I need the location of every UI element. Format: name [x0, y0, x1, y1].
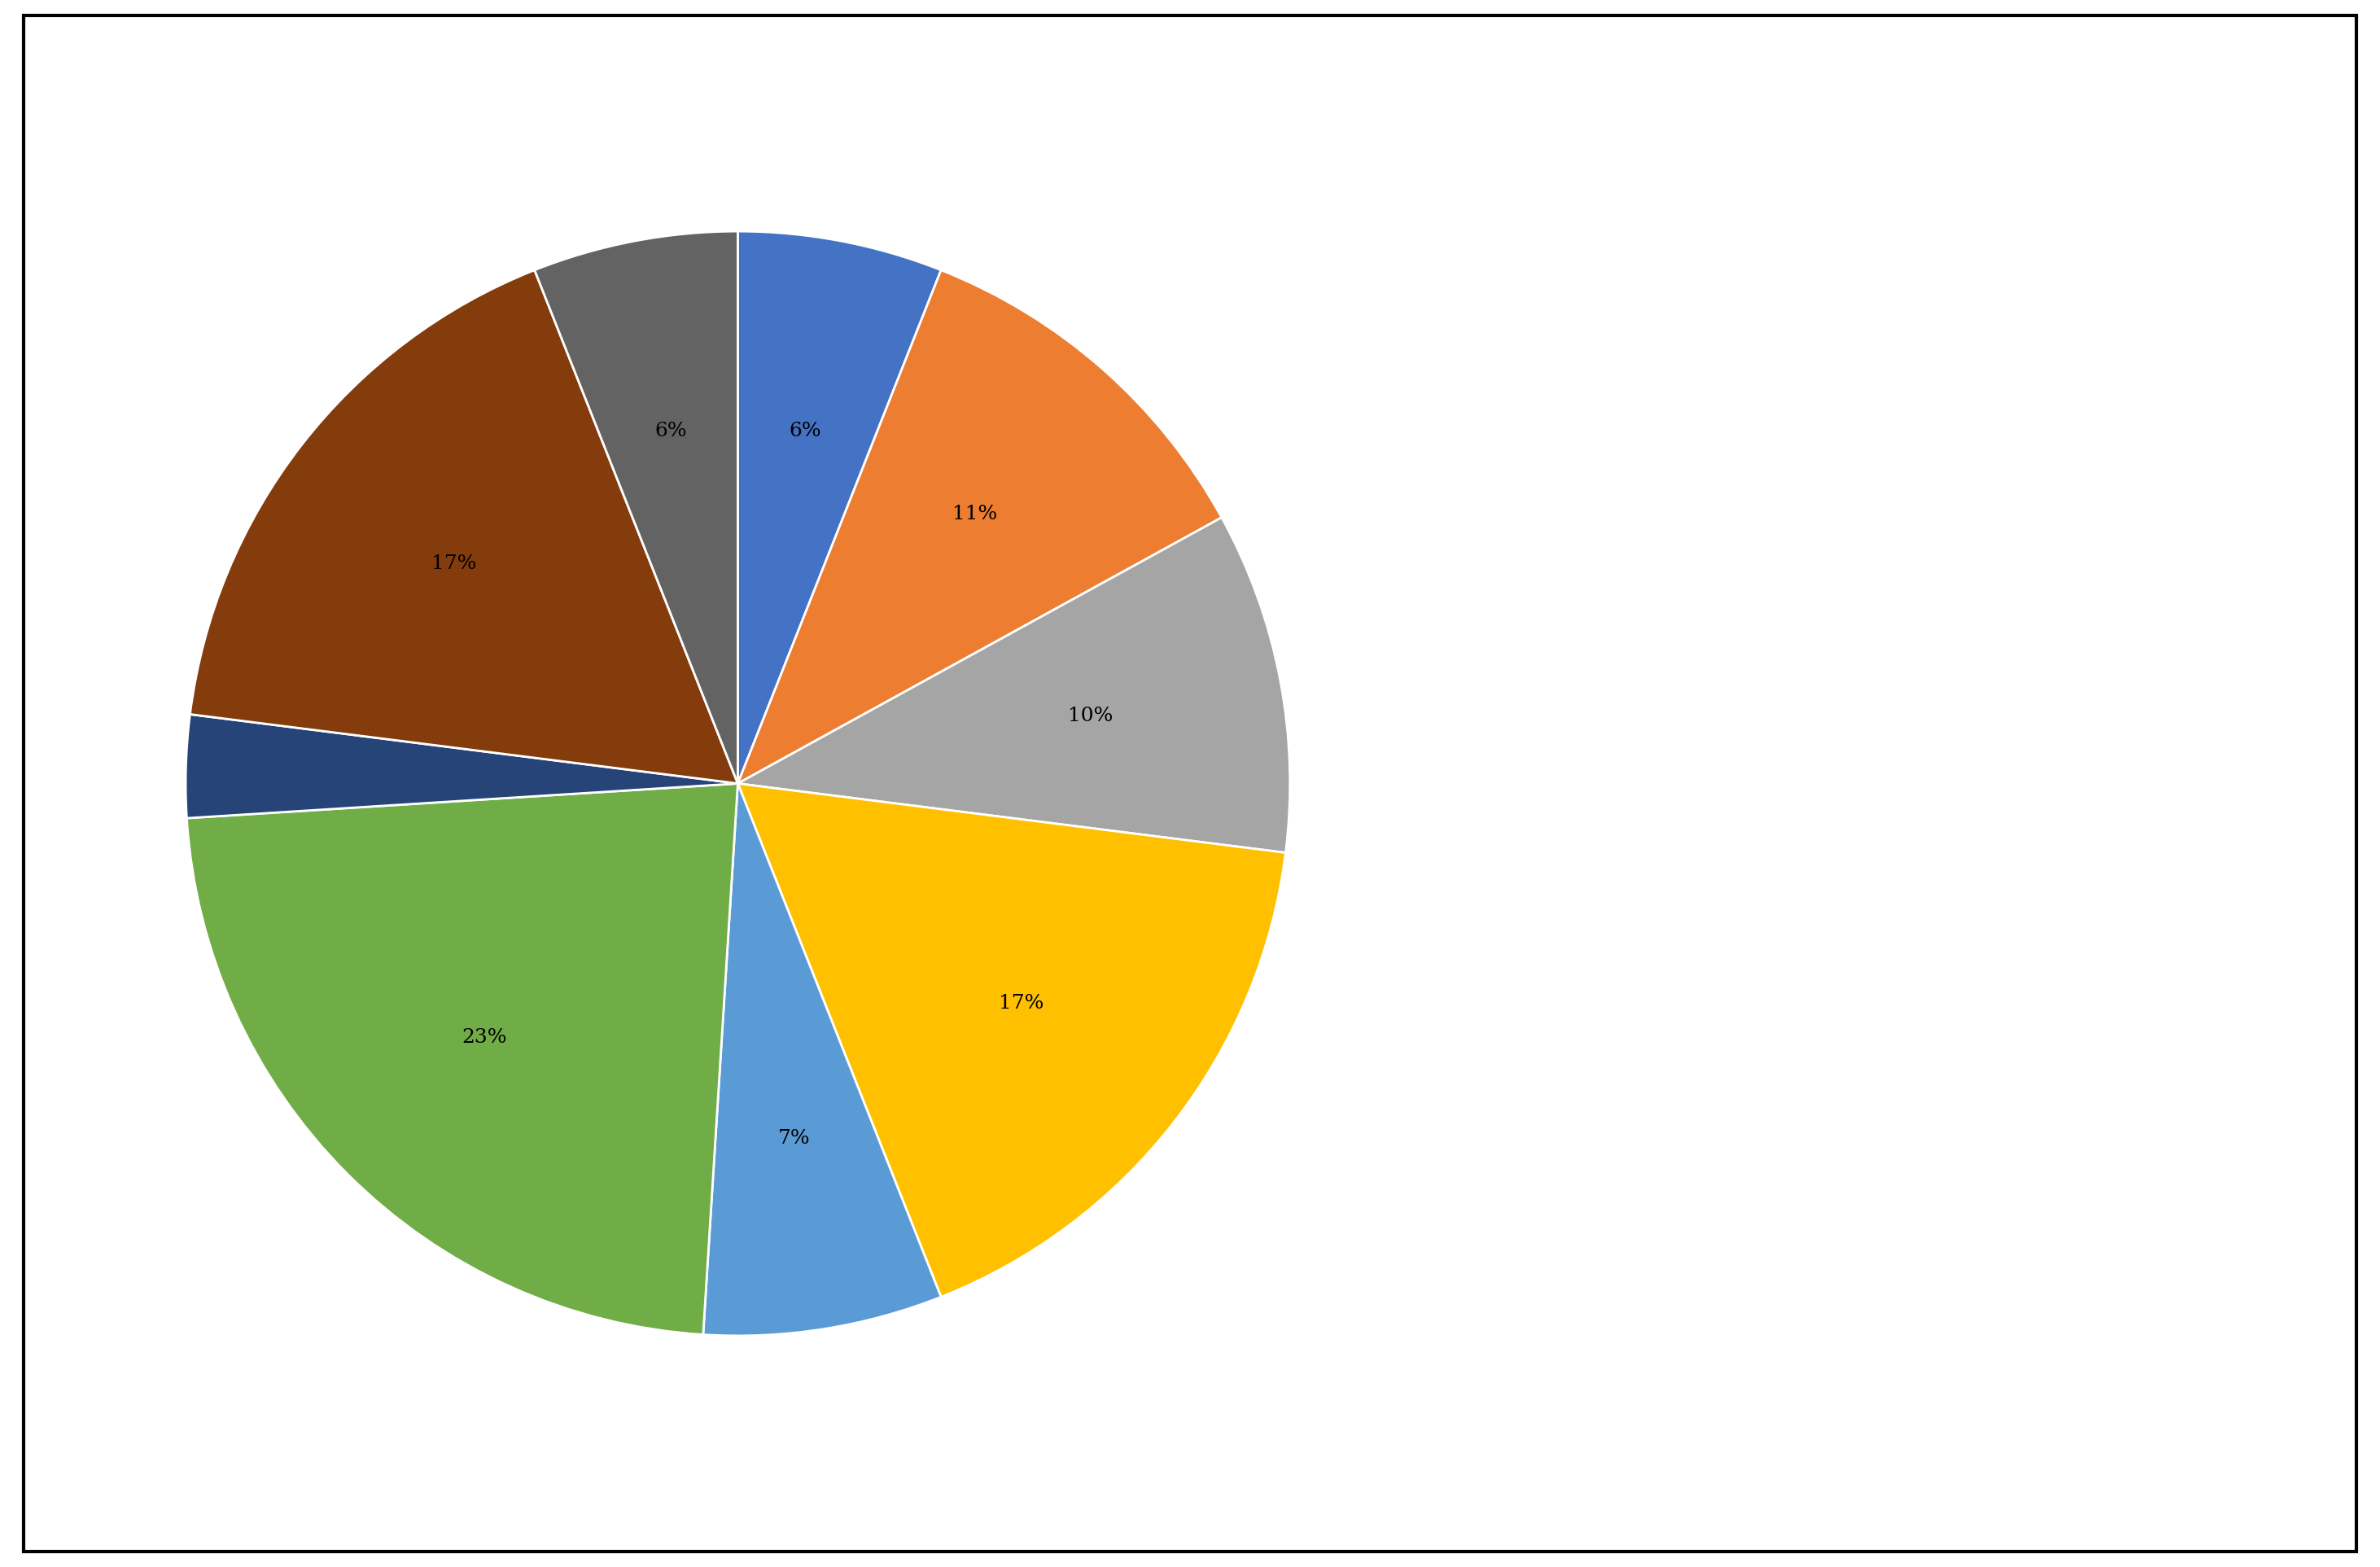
Text: 6%: 6%	[654, 422, 688, 440]
Wedge shape	[738, 517, 1290, 852]
Wedge shape	[738, 270, 1221, 784]
Text: 6%: 6%	[788, 422, 821, 440]
Wedge shape	[738, 784, 1285, 1297]
Wedge shape	[536, 232, 738, 783]
Wedge shape	[186, 784, 738, 1335]
Text: 11%: 11%	[952, 505, 997, 523]
Text: 23%: 23%	[462, 1028, 507, 1047]
Text: 17%: 17%	[1000, 993, 1045, 1012]
Legend: Accessibility and transport, Social cohesion and
   integration, Education and c: Accessibility and transport, Social cohe…	[1485, 119, 1894, 740]
Text: 10%: 10%	[1069, 707, 1114, 726]
Wedge shape	[702, 784, 940, 1335]
Text: 17%: 17%	[431, 555, 476, 574]
Wedge shape	[190, 270, 738, 784]
Text: 7%: 7%	[778, 1128, 809, 1147]
Wedge shape	[738, 232, 940, 783]
Wedge shape	[186, 715, 738, 818]
